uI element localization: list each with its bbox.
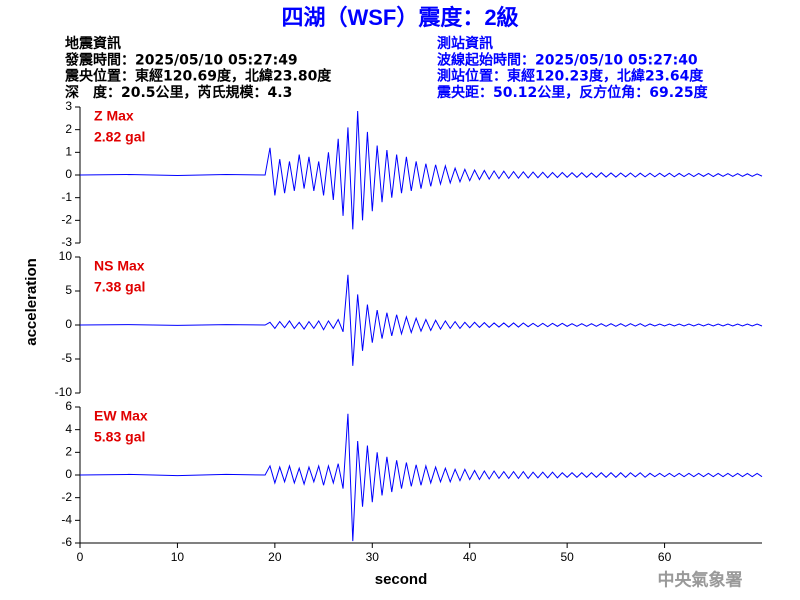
y-tick-label: -3 xyxy=(61,235,72,249)
x-tick-label: 0 xyxy=(77,550,84,564)
y-tick-label: 0 xyxy=(65,467,72,481)
y-tick-label: -2 xyxy=(61,213,72,227)
info-line: 深 度：20.5公里，芮氏規模：4.3 xyxy=(65,84,292,101)
y-tick-label: 1 xyxy=(65,145,72,159)
x-tick-label: 60 xyxy=(658,550,672,564)
info-line: 地震資訊 xyxy=(65,35,121,52)
waveform xyxy=(79,111,763,230)
y-tick-label: 3 xyxy=(65,99,72,113)
y-tick-label: -6 xyxy=(61,535,72,549)
watermark: 中央氣象署 xyxy=(658,570,743,591)
info-line: 震央距：50.12公里，反方位角：69.25度 xyxy=(436,84,709,101)
series-name: Z Max xyxy=(94,108,134,124)
x-tick-label: 10 xyxy=(171,550,185,564)
y-tick-label: 4 xyxy=(65,422,72,436)
info-line: 發震時間：2025/05/10 05:27:49 xyxy=(64,51,298,68)
series-max-label: 5.83 gal xyxy=(94,429,145,445)
y-tick-label: 0 xyxy=(65,167,72,181)
y-tick-label: -4 xyxy=(61,513,72,527)
y-tick-label: 0 xyxy=(65,317,72,331)
y-tick-label: -10 xyxy=(55,385,73,399)
x-tick-label: 50 xyxy=(560,550,574,564)
y-tick-label: 10 xyxy=(59,249,73,263)
waveform xyxy=(79,413,763,542)
info-line: 測站位置：東經120.23度，北緯23.64度 xyxy=(437,68,704,85)
waveform xyxy=(79,274,763,366)
x-tick-label: 30 xyxy=(366,550,380,564)
y-tick-label: -2 xyxy=(61,490,72,504)
series-max-label: 7.38 gal xyxy=(94,279,145,295)
x-axis-label: second xyxy=(375,571,428,588)
series-name: EW Max xyxy=(94,408,148,424)
info-line: 測站資訊 xyxy=(437,35,493,52)
y-tick-label: 2 xyxy=(65,445,72,459)
x-tick-label: 40 xyxy=(463,550,477,564)
y-tick-label: 6 xyxy=(65,399,72,413)
info-line: 波線起始時間：2025/05/10 05:27:40 xyxy=(437,51,698,68)
y-tick-label: -5 xyxy=(61,351,72,365)
y-tick-label: 5 xyxy=(65,283,72,297)
series-max-label: 2.82 gal xyxy=(94,129,145,145)
info-line: 震央位置：東經120.69度，北緯23.80度 xyxy=(64,68,332,85)
y-tick-label: -1 xyxy=(61,190,72,204)
y-tick-label: 2 xyxy=(65,122,72,136)
y-axis-label: acceleration xyxy=(23,258,40,346)
chart-title: 四湖（WSF）震度：2級 xyxy=(281,5,518,30)
x-tick-label: 20 xyxy=(268,550,282,564)
series-name: NS Max xyxy=(94,258,145,274)
